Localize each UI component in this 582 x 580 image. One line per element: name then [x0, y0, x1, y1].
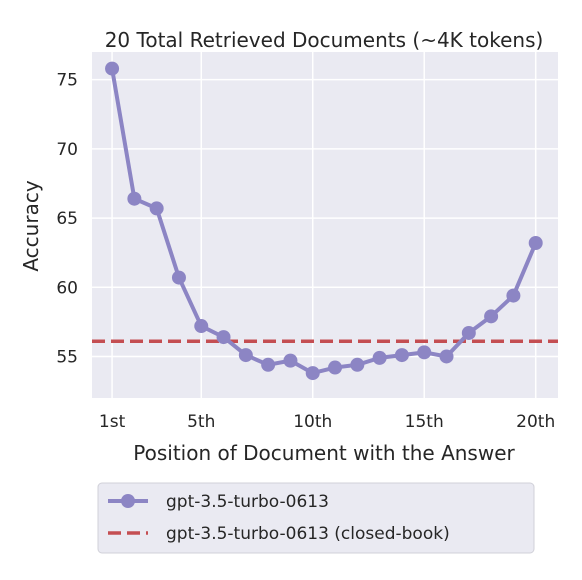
data-point-14 — [394, 348, 409, 363]
data-point-3 — [149, 201, 164, 216]
data-point-6 — [216, 330, 231, 345]
data-point-5 — [194, 319, 209, 334]
data-points — [105, 61, 543, 381]
data-point-2 — [127, 191, 142, 206]
data-point-8 — [261, 357, 276, 372]
x-tick-label-1: 1st — [99, 412, 126, 432]
legend-marker-series — [121, 494, 135, 508]
data-point-4 — [171, 270, 186, 285]
data-point-9 — [283, 353, 298, 368]
y-axis-label: Accuracy — [19, 180, 43, 271]
data-point-1 — [105, 61, 120, 76]
y-tick-label-3: 65 — [56, 209, 78, 229]
data-point-20 — [528, 235, 543, 250]
legend-label-series: gpt-3.5-turbo-0613 — [166, 492, 329, 512]
legend-label-closed-book: gpt-3.5-turbo-0613 (closed-book) — [166, 524, 450, 544]
y-tick-labels: 55 60 65 70 75 — [56, 71, 78, 368]
data-point-12 — [350, 357, 365, 372]
legend-box — [97, 482, 535, 554]
x-tick-label-2: 5th — [187, 412, 215, 432]
grid — [92, 52, 558, 398]
y-tick-label-2: 60 — [56, 278, 78, 298]
x-tick-label-4: 15th — [405, 412, 444, 432]
x-axis-label: Position of Document with the Answer — [133, 441, 515, 465]
data-point-7 — [238, 348, 253, 363]
x-tick-label-5: 20th — [516, 412, 555, 432]
data-point-18 — [484, 309, 499, 324]
y-tick-label-1: 55 — [56, 347, 78, 367]
data-point-16 — [439, 349, 454, 364]
data-point-19 — [506, 288, 521, 303]
data-point-17 — [461, 325, 476, 340]
data-point-15 — [417, 345, 432, 360]
x-tick-label-3: 10th — [293, 412, 332, 432]
x-tick-labels: 1st 5th 10th 15th 20th — [99, 412, 555, 432]
data-point-11 — [328, 360, 343, 375]
data-point-10 — [305, 366, 320, 381]
chart-title: 20 Total Retrieved Documents (~4K tokens… — [105, 28, 544, 52]
y-tick-label-4: 70 — [56, 140, 78, 160]
legend: gpt-3.5-turbo-0613 gpt-3.5-turbo-0613 (c… — [97, 482, 535, 554]
data-point-13 — [372, 350, 387, 365]
y-tick-label-5: 75 — [56, 71, 78, 91]
